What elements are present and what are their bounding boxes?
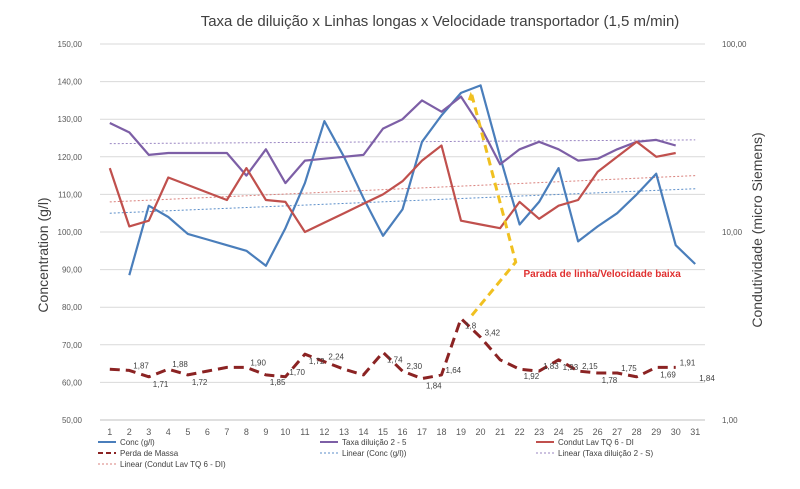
data-label: 1,78 xyxy=(602,376,618,385)
data-label: 1,87 xyxy=(133,361,149,370)
data-label: 1,75 xyxy=(621,364,637,373)
x-tick-label: 4 xyxy=(166,427,171,437)
legend-label: Linear (Conc (g/l)) xyxy=(342,449,407,458)
annotation-arrowhead xyxy=(467,91,475,102)
x-tick-label: 23 xyxy=(534,427,544,437)
data-label: 1,70 xyxy=(289,368,305,377)
y-tick-label: 120,00 xyxy=(58,153,83,162)
y-tick-label: 150,00 xyxy=(58,40,83,49)
y2-axis-label: Condutividade (micro Siemens) xyxy=(749,132,765,327)
data-label: 2,30 xyxy=(407,362,423,371)
y2-tick-label: 100,00 xyxy=(722,40,747,49)
x-tick-label: 12 xyxy=(319,427,329,437)
x-tick-label: 6 xyxy=(205,427,210,437)
data-labels: 1,871,711,881,721,901,851,701,72 2,24 1,74… xyxy=(133,321,715,390)
series-line xyxy=(109,95,677,185)
data-label: 1,88 xyxy=(172,360,188,369)
data-label: 1,74 xyxy=(387,355,403,364)
x-tick-label: 21 xyxy=(495,427,505,437)
x-tick-label: 30 xyxy=(671,427,681,437)
y2-tick-label: 1,00 xyxy=(722,416,738,425)
x-tick-label: 29 xyxy=(651,427,661,437)
y-tick-label: 90,00 xyxy=(62,266,83,275)
y-tick-label: 80,00 xyxy=(62,303,83,312)
y-tick-label: 110,00 xyxy=(58,190,82,199)
y-tick-label: 100,00 xyxy=(58,228,83,237)
x-tick-label: 18 xyxy=(437,427,447,437)
series-line xyxy=(108,140,676,234)
x-tick-label: 28 xyxy=(632,427,642,437)
x-tick-label: 14 xyxy=(358,427,368,437)
y-tick-label: 50,00 xyxy=(62,416,83,425)
data-label: 1,84 xyxy=(699,374,715,383)
data-label: 1,84 xyxy=(426,382,442,391)
x-tick-label: 20 xyxy=(476,427,486,437)
data-label: 1,71 xyxy=(153,380,169,389)
chart-title: Taxa de diluição x Linhas longas x Veloc… xyxy=(201,13,680,30)
legend-label: Taxa diluição 2 - 5 xyxy=(342,438,407,447)
x-tick-label: 5 xyxy=(185,427,190,437)
x-tick-label: 27 xyxy=(612,427,622,437)
data-label: 1,72 xyxy=(309,357,325,366)
annotations: Parada de linha/Velocidade baixa xyxy=(467,91,682,318)
data-label: 1,83 xyxy=(543,362,559,371)
data-label: 1,69 xyxy=(660,370,676,379)
x-tick-label: 7 xyxy=(224,427,229,437)
legend-label: Linear (Taxa diluição 2 - S) xyxy=(558,449,653,458)
y-tick-label: 140,00 xyxy=(58,78,83,87)
x-tick-label: 1 xyxy=(107,427,112,437)
data-label: 1,92 xyxy=(524,372,540,381)
data-label: 1,8 xyxy=(465,321,477,330)
x-tick-label: 31 xyxy=(690,427,700,437)
legend-label: Conc (g/l) xyxy=(120,438,155,447)
x-tick-label: 19 xyxy=(456,427,466,437)
y-tick-label: 70,00 xyxy=(62,341,83,350)
legend-label: Linear (Condut Lav TQ 6 - DI) xyxy=(120,460,226,469)
x-tick-label: 15 xyxy=(378,427,388,437)
data-label: 2,24 xyxy=(328,353,344,362)
y-tick-label: 130,00 xyxy=(58,115,83,124)
x-tick-label: 3 xyxy=(146,427,151,437)
trendlines xyxy=(109,139,696,214)
data-label: 1,72 xyxy=(192,378,208,387)
x-tick-label: 26 xyxy=(593,427,603,437)
legend-label: Perda de Massa xyxy=(120,449,179,458)
series-lines xyxy=(108,84,696,381)
data-label: 2,15 xyxy=(582,362,598,371)
x-tick-label: 22 xyxy=(515,427,525,437)
x-tick-label: 2 xyxy=(127,427,132,437)
axis-ticks: 50,0060,0070,0080,0090,00100,00110,00120… xyxy=(58,40,747,437)
series-line xyxy=(128,84,696,276)
legend-label: Condut Lav TQ 6 - DI xyxy=(558,438,634,447)
y-tick-label: 60,00 xyxy=(62,378,83,387)
data-label: 1,85 xyxy=(270,378,286,387)
trendline xyxy=(109,139,696,145)
data-label: 3,42 xyxy=(485,328,501,337)
data-label: 1,91 xyxy=(680,358,696,367)
x-tick-label: 25 xyxy=(573,427,583,437)
x-tick-label: 24 xyxy=(554,427,564,437)
y-axis-label: Concentration (g/l) xyxy=(35,197,51,312)
x-tick-label: 8 xyxy=(244,427,249,437)
annotation-text: Parada de linha/Velocidade baixa xyxy=(524,269,682,280)
data-label: 1,64 xyxy=(446,366,462,375)
x-tick-label: 13 xyxy=(339,427,349,437)
x-tick-label: 9 xyxy=(263,427,268,437)
x-tick-label: 16 xyxy=(397,427,407,437)
trendline xyxy=(109,175,696,203)
y2-tick-label: 10,00 xyxy=(722,228,743,237)
series-line xyxy=(109,317,676,381)
x-tick-label: 10 xyxy=(280,427,290,437)
data-label: 1,90 xyxy=(250,358,266,367)
x-tick-label: 11 xyxy=(300,427,309,437)
legend: Conc (g/l) Taxa diluição 2 - 5 Condut Lav … xyxy=(98,438,653,469)
data-label: 1,93 xyxy=(563,363,579,372)
x-tick-label: 17 xyxy=(417,427,427,437)
annotation-arrow xyxy=(469,94,518,318)
trendline xyxy=(109,188,696,214)
